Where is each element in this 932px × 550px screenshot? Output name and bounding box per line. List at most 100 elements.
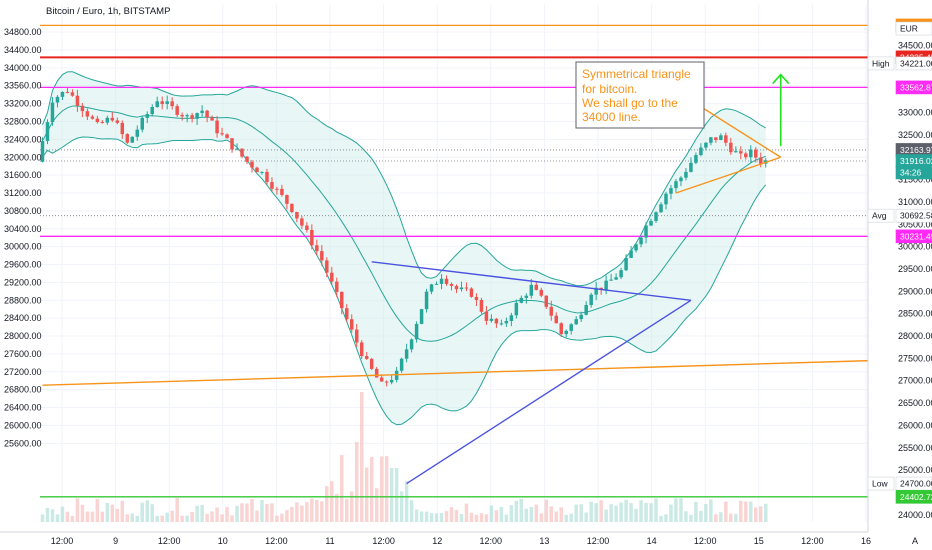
volume-bar <box>734 513 738 522</box>
volume-bar <box>205 513 209 522</box>
x-axis-tick-label: 12:00 <box>265 536 288 546</box>
candle-body <box>305 225 309 230</box>
candle-body <box>524 295 529 298</box>
price-tag <box>895 56 932 71</box>
trendline <box>695 103 782 158</box>
price-tag-label: 34221.00 <box>900 58 932 68</box>
volume-bar <box>90 511 95 522</box>
price-tag-label: EUR <box>900 24 918 34</box>
candle-body <box>130 136 135 143</box>
candle-body <box>145 114 149 118</box>
volume-bar <box>739 500 743 522</box>
candle-body <box>315 245 319 252</box>
candle-body <box>419 309 424 324</box>
volume-bar <box>594 503 598 522</box>
candle-body <box>175 106 179 115</box>
volume-bar <box>125 514 130 522</box>
volume-bar <box>280 513 284 522</box>
volume-bar <box>704 504 708 522</box>
candle-body <box>504 320 509 324</box>
candle-body <box>225 134 229 139</box>
volume-bar <box>165 512 169 522</box>
price-tags: 35000.00EUR34235.4534221.00High33562.873… <box>867 18 932 504</box>
volume-bar <box>150 504 154 522</box>
volume-bar <box>749 501 753 522</box>
candle-body <box>444 278 449 284</box>
candle-body <box>95 118 100 123</box>
price-tag-prefix: High <box>872 58 890 68</box>
volume-bar <box>275 515 279 522</box>
candle-body <box>220 133 224 135</box>
volume-bar <box>434 513 439 522</box>
volume-bar <box>60 506 65 522</box>
candle-body <box>439 278 444 284</box>
left-axis-tick-label: 28400.00 <box>4 313 42 323</box>
candle-body <box>280 188 284 195</box>
left-axis-tick-label: 25600.00 <box>4 438 42 448</box>
candle-body <box>45 122 50 141</box>
candle-body <box>345 308 349 320</box>
annotation-line-1: Symmetrical triangle <box>582 67 691 81</box>
price-tag-prefix-box <box>867 56 895 71</box>
volume-bar <box>240 503 244 522</box>
volume-bar <box>384 456 389 522</box>
trendline <box>42 359 871 386</box>
price-tag-label: 32163.97 <box>900 145 932 155</box>
candle-body <box>519 297 524 303</box>
left-axis-tick-label: 32800.00 <box>4 117 42 127</box>
left-axis-tick-label: 30800.00 <box>4 206 42 216</box>
candle-body <box>255 167 259 173</box>
price-tag-prefix: Avg <box>872 211 887 221</box>
volume-bar <box>135 515 140 522</box>
volume-bar <box>190 511 194 522</box>
candle-body <box>265 171 269 183</box>
candle-body <box>549 306 554 316</box>
x-axis-tick-label: 12:00 <box>694 536 717 546</box>
right-axis-tick-label: 34500.00 <box>898 41 932 51</box>
candles <box>40 87 768 387</box>
trendlines[interactable] <box>42 73 871 485</box>
price-tag-label: 24402.72 <box>900 492 932 502</box>
candle-body <box>125 134 130 143</box>
price-tag-label: 30692.58 <box>900 211 932 221</box>
price-tag-label: 31916.02 <box>900 156 932 166</box>
volume-bar <box>345 498 349 522</box>
candle-body <box>50 102 55 123</box>
volume-bar <box>629 503 633 522</box>
candle-body <box>749 149 753 158</box>
candle-body <box>70 92 75 96</box>
volume-bar <box>389 467 394 522</box>
left-axis-tick-label: 27200.00 <box>4 367 42 377</box>
candle-body <box>484 311 489 321</box>
volume-bar <box>429 513 434 522</box>
volume-bar <box>509 505 514 522</box>
candle-body <box>250 161 254 168</box>
candle-body <box>434 283 439 285</box>
candle-body <box>494 318 499 324</box>
right-axis-tick-label: 29000.00 <box>898 286 932 296</box>
volume-bar <box>170 510 174 522</box>
candle-body <box>499 323 504 325</box>
right-axis-tick-label: 28500.00 <box>898 309 932 319</box>
volume-bar <box>310 498 314 522</box>
x-axis-tick-label: 14 <box>647 536 657 546</box>
price-tag <box>895 490 932 504</box>
candle-body <box>80 105 85 112</box>
x-axis-tick-label: 11 <box>325 536 334 546</box>
right-axis-tick-label: 25500.00 <box>898 443 932 453</box>
volume-bar <box>110 504 115 522</box>
volume-bar <box>504 514 509 522</box>
candle-body <box>40 140 45 162</box>
volume-bar <box>459 514 464 522</box>
volume-bar <box>599 500 603 522</box>
x-axis-tick-label: 16 <box>861 536 871 546</box>
candle-body <box>330 272 334 282</box>
left-axis-tick-label: 29600.00 <box>4 260 42 270</box>
volume-bar <box>399 491 404 522</box>
annotation-box[interactable]: Symmetrical triangle for bitcoin. We sha… <box>575 61 705 129</box>
auto-scale-button[interactable]: A <box>912 536 918 546</box>
candle-body <box>559 323 563 335</box>
candle-body <box>724 135 728 143</box>
volume-bar <box>574 504 578 522</box>
